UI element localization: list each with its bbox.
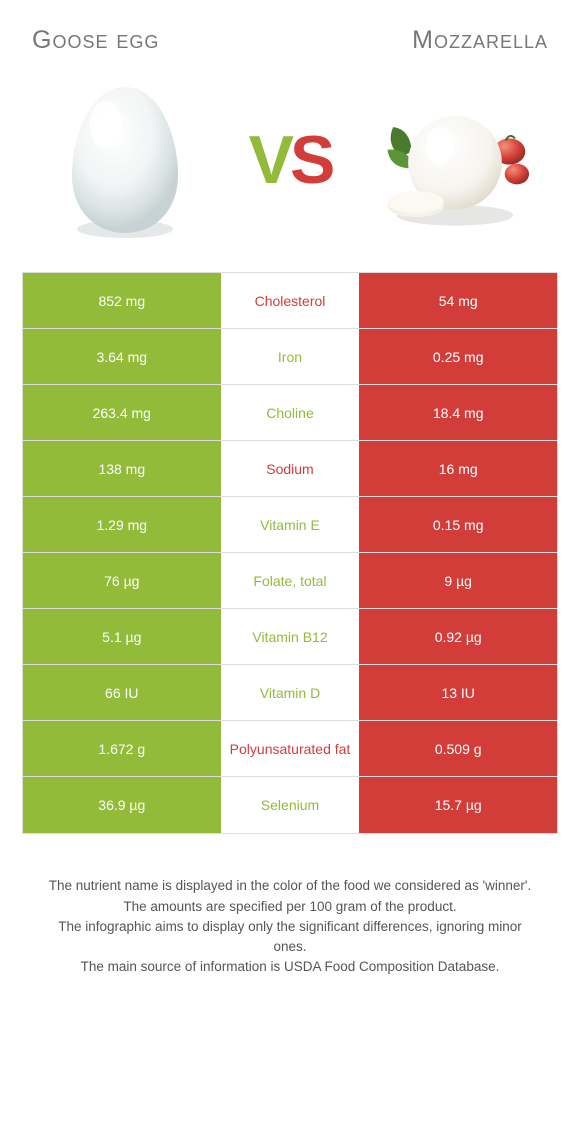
nutrient-name: Vitamin E [221,497,360,552]
right-value: 0.15 mg [359,497,557,552]
nutrient-name: Sodium [221,441,360,496]
footer-line: The infographic aims to display only the… [40,917,540,956]
page: Goose egg Mozzarella VS [0,0,580,1008]
left-value: 263.4 mg [23,385,221,440]
vs-label: VS [249,126,332,194]
right-value: 0.92 µg [359,609,557,664]
left-value: 1.672 g [23,721,221,776]
vs-s: S [290,126,331,194]
left-value: 138 mg [23,441,221,496]
table-row: 3.64 mgIron0.25 mg [23,329,557,385]
left-value: 66 IU [23,665,221,720]
footer-notes: The nutrient name is displayed in the co… [22,834,558,988]
footer-line: The main source of information is USDA F… [40,957,540,977]
right-value: 13 IU [359,665,557,720]
right-value: 54 mg [359,273,557,328]
titles-row: Goose egg Mozzarella [22,20,558,69]
nutrient-name: Vitamin B12 [221,609,360,664]
table-row: 852 mgCholesterol54 mg [23,273,557,329]
mozzarella-image [380,77,530,242]
left-value: 76 µg [23,553,221,608]
vs-v: V [249,126,290,194]
title-right: Mozzarella [412,26,548,55]
left-value: 3.64 mg [23,329,221,384]
nutrient-name: Vitamin D [221,665,360,720]
left-value: 36.9 µg [23,777,221,833]
table-row: 1.29 mgVitamin E0.15 mg [23,497,557,553]
right-value: 0.509 g [359,721,557,776]
goose-egg-image [50,77,200,242]
right-value: 0.25 mg [359,329,557,384]
table-row: 138 mgSodium16 mg [23,441,557,497]
table-row: 66 IUVitamin D13 IU [23,665,557,721]
table-row: 76 µgFolate, total9 µg [23,553,557,609]
title-left: Goose egg [32,26,159,55]
nutrient-name: Iron [221,329,360,384]
table-row: 36.9 µgSelenium15.7 µg [23,777,557,833]
left-value: 1.29 mg [23,497,221,552]
right-value: 9 µg [359,553,557,608]
left-value: 5.1 µg [23,609,221,664]
comparison-table: 852 mgCholesterol54 mg3.64 mgIron0.25 mg… [22,272,558,834]
hero-row: VS [22,69,558,272]
right-value: 15.7 µg [359,777,557,833]
left-value: 852 mg [23,273,221,328]
right-value: 18.4 mg [359,385,557,440]
nutrient-name: Choline [221,385,360,440]
nutrient-name: Polyunsaturated fat [221,721,360,776]
nutrient-name: Cholesterol [221,273,360,328]
table-row: 1.672 gPolyunsaturated fat0.509 g [23,721,557,777]
footer-line: The nutrient name is displayed in the co… [40,876,540,896]
nutrient-name: Folate, total [221,553,360,608]
nutrient-name: Selenium [221,777,360,833]
table-row: 263.4 mgCholine18.4 mg [23,385,557,441]
table-row: 5.1 µgVitamin B120.92 µg [23,609,557,665]
footer-line: The amounts are specified per 100 gram o… [40,897,540,917]
right-value: 16 mg [359,441,557,496]
